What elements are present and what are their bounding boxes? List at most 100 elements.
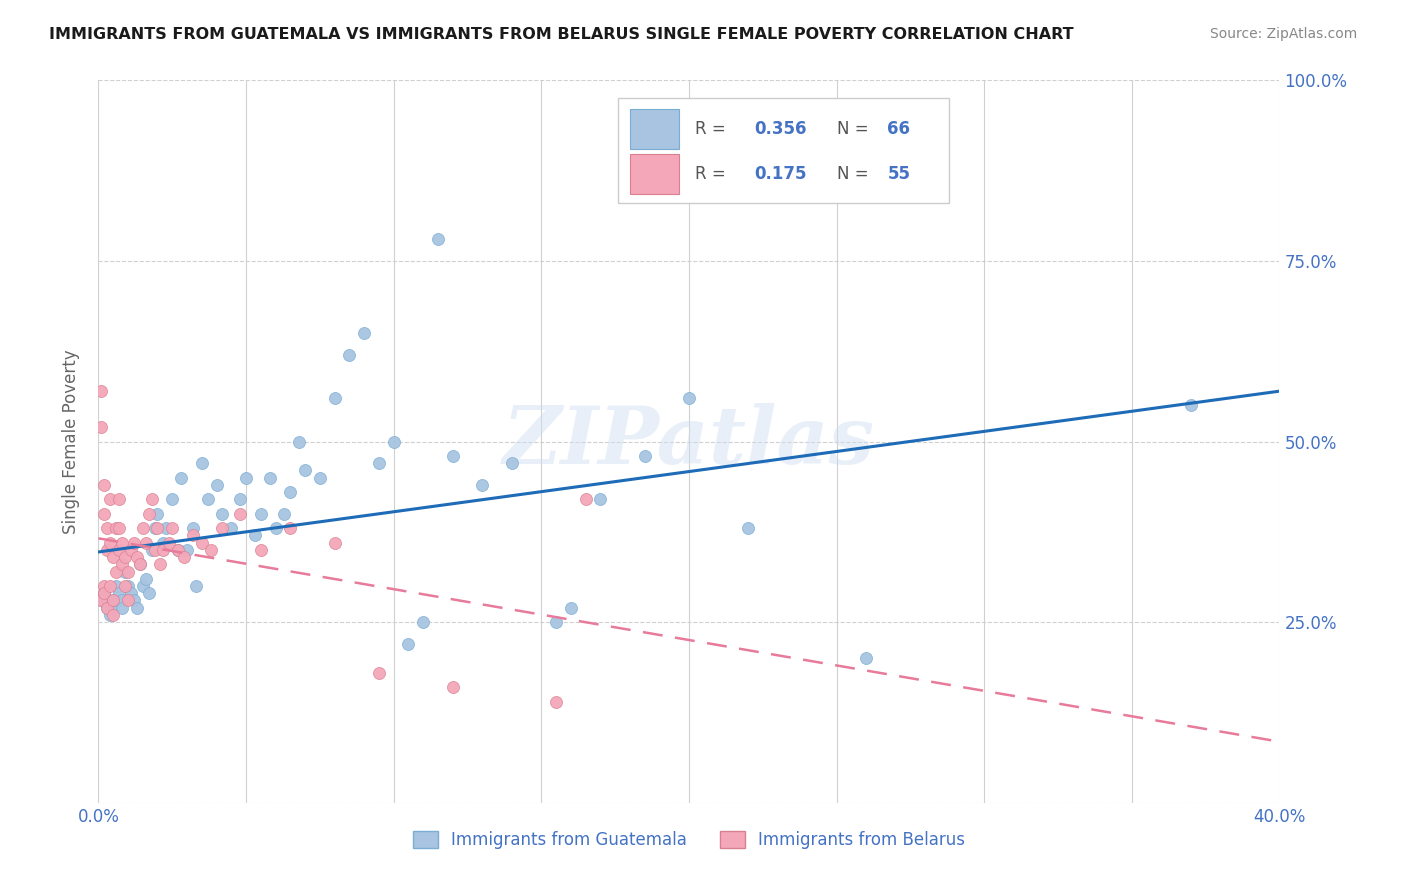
Point	[111, 600, 134, 615]
Text: 55: 55	[887, 165, 910, 183]
Point	[135, 535, 157, 549]
Point	[146, 507, 169, 521]
Point	[93, 586, 115, 600]
Point	[181, 528, 204, 542]
Point	[96, 542, 118, 557]
Text: R =: R =	[695, 120, 731, 137]
Point	[184, 579, 207, 593]
Point	[111, 558, 134, 572]
Point	[135, 572, 157, 586]
Point	[273, 507, 295, 521]
Point	[353, 326, 375, 340]
Point	[162, 521, 183, 535]
Point	[678, 391, 700, 405]
Point	[103, 593, 125, 607]
Point	[93, 586, 115, 600]
Text: R =: R =	[695, 165, 731, 183]
Point	[96, 593, 118, 607]
Point	[90, 420, 112, 434]
Point	[157, 535, 180, 549]
Point	[122, 535, 145, 549]
Point	[98, 492, 121, 507]
Text: 0.175: 0.175	[754, 165, 807, 183]
Point	[108, 542, 131, 557]
Point	[280, 521, 302, 535]
Point	[229, 507, 252, 521]
Point	[441, 680, 464, 694]
Point	[117, 593, 139, 607]
Point	[132, 579, 155, 593]
Point	[103, 607, 125, 622]
Point	[243, 528, 266, 542]
Point	[93, 507, 115, 521]
Point	[90, 593, 112, 607]
Point	[250, 507, 273, 521]
Point	[294, 463, 316, 477]
Point	[264, 521, 287, 535]
Point	[138, 507, 160, 521]
Point	[167, 542, 190, 557]
Point	[141, 492, 163, 507]
Point	[141, 542, 163, 557]
Point	[103, 593, 125, 607]
Point	[117, 579, 139, 593]
Point	[105, 565, 128, 579]
Point	[90, 384, 112, 398]
Point	[191, 456, 214, 470]
Point	[221, 521, 243, 535]
Point	[98, 535, 121, 549]
Text: N =: N =	[837, 165, 873, 183]
Point	[205, 478, 228, 492]
Point	[103, 600, 125, 615]
Point	[229, 492, 252, 507]
Point	[117, 565, 139, 579]
Point	[560, 600, 582, 615]
Text: 66: 66	[887, 120, 910, 137]
Point	[152, 535, 174, 549]
Point	[323, 535, 346, 549]
Point	[105, 521, 128, 535]
Point	[138, 586, 160, 600]
Text: ZIPatlas: ZIPatlas	[503, 403, 875, 480]
Point	[197, 492, 219, 507]
Point	[170, 470, 193, 484]
Point	[323, 391, 346, 405]
Text: 0.356: 0.356	[754, 120, 807, 137]
Point	[128, 558, 150, 572]
Point	[98, 579, 121, 593]
Point	[128, 558, 150, 572]
Point	[1180, 398, 1202, 412]
Point	[93, 478, 115, 492]
Point	[191, 535, 214, 549]
Point	[111, 593, 134, 607]
Point	[173, 550, 195, 565]
Point	[122, 593, 145, 607]
Point	[575, 492, 598, 507]
Point	[176, 542, 198, 557]
Point	[143, 542, 166, 557]
FancyBboxPatch shape	[619, 98, 949, 203]
Point	[143, 521, 166, 535]
Point	[93, 579, 115, 593]
Point	[501, 456, 523, 470]
Point	[441, 449, 464, 463]
Point	[103, 550, 125, 565]
Point	[471, 478, 494, 492]
Point	[111, 535, 134, 549]
Point	[412, 615, 434, 630]
Point	[167, 542, 190, 557]
Legend: Immigrants from Guatemala, Immigrants from Belarus: Immigrants from Guatemala, Immigrants fr…	[406, 824, 972, 856]
Point	[200, 542, 222, 557]
Point	[546, 615, 568, 630]
Point	[120, 586, 142, 600]
Point	[125, 600, 148, 615]
Point	[634, 449, 657, 463]
Point	[339, 348, 361, 362]
Point	[259, 470, 281, 484]
Point	[114, 579, 136, 593]
Point	[125, 550, 148, 565]
Point	[155, 521, 177, 535]
Point	[96, 600, 118, 615]
Point	[250, 542, 273, 557]
Point	[211, 507, 233, 521]
